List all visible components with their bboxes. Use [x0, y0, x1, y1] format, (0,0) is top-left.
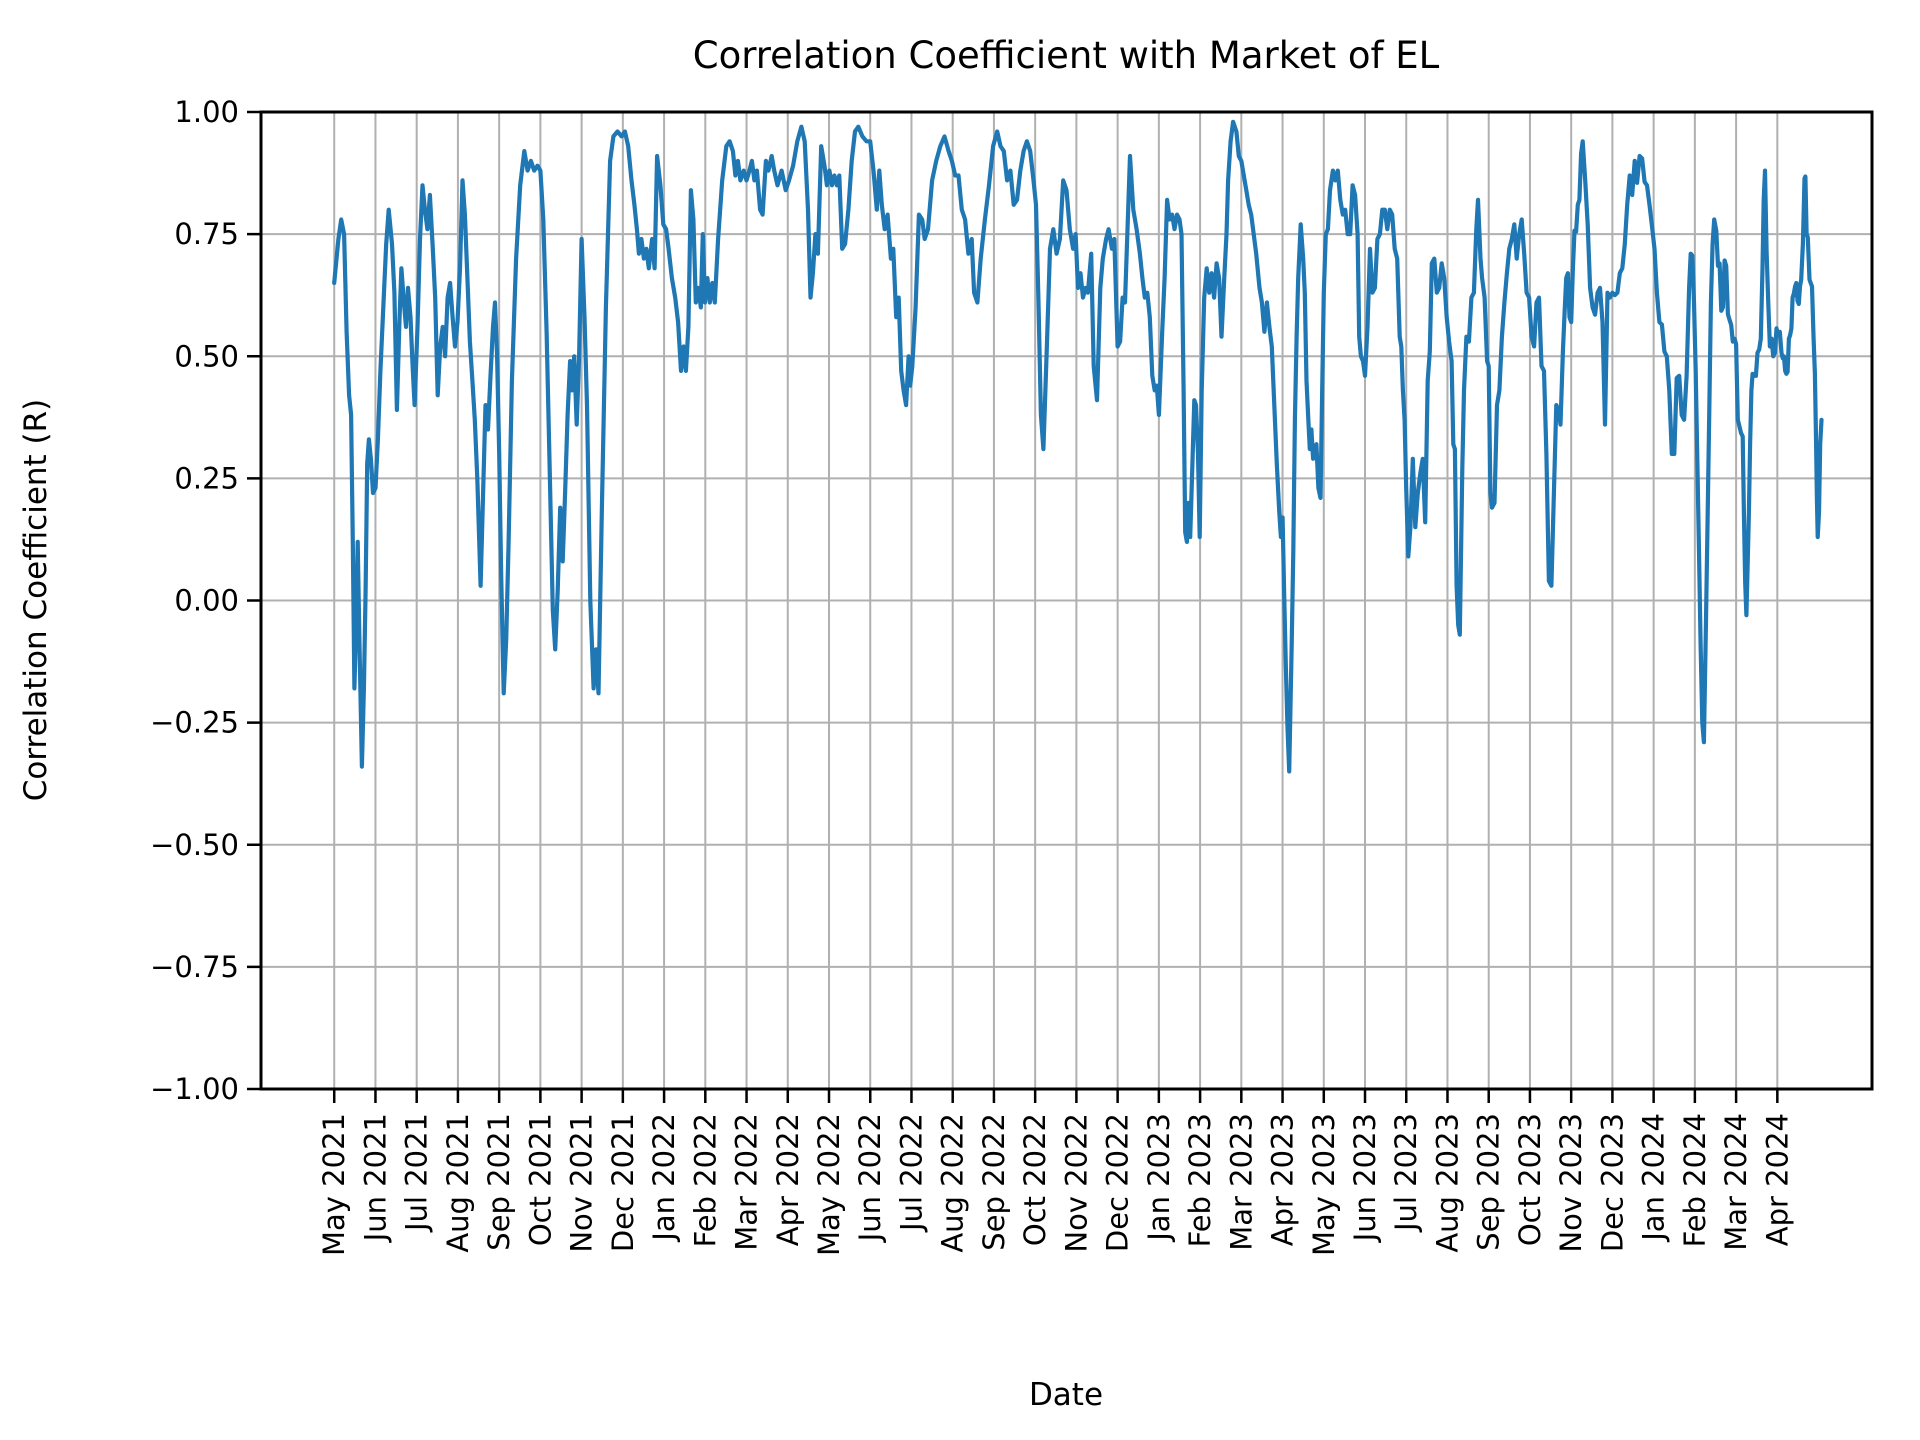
x-tick-label: May 2022 [812, 1113, 846, 1256]
x-tick-label: Jun 2023 [1348, 1113, 1382, 1243]
x-tick-label: Oct 2022 [1018, 1113, 1052, 1246]
y-tick-label: −1.00 [150, 1072, 239, 1106]
correlation-line [332, 119, 1824, 774]
y-tick-label: 0.50 [174, 339, 239, 373]
x-tick-label: Jun 2021 [358, 1113, 392, 1243]
x-tick-label: Jan 2024 [1637, 1113, 1671, 1243]
x-tick-label: Aug 2023 [1430, 1113, 1464, 1253]
x-tick-label: Apr 2023 [1266, 1113, 1300, 1246]
x-axis-label: Date [1029, 1377, 1103, 1413]
x-tick-label: Feb 2024 [1678, 1113, 1712, 1247]
y-tick-label: 0.75 [174, 217, 239, 251]
x-tick-label: Sep 2023 [1472, 1113, 1506, 1251]
x-tick-label: Oct 2021 [523, 1113, 557, 1246]
x-tick-label: Nov 2021 [565, 1113, 599, 1253]
x-tick-label: Feb 2022 [688, 1113, 722, 1247]
y-tick-label: 0.25 [174, 461, 239, 495]
x-tick-label: Apr 2022 [771, 1113, 805, 1246]
chart-title: Correlation Coefficient with Market of E… [693, 34, 1440, 77]
y-tick-label: 0.00 [174, 584, 239, 618]
x-tick-label: Nov 2022 [1059, 1113, 1093, 1253]
x-tick-label: Dec 2021 [606, 1113, 640, 1252]
x-tick-label: Feb 2023 [1183, 1113, 1217, 1247]
x-tick-label: Jul 2023 [1389, 1113, 1423, 1233]
x-tick-label: Dec 2022 [1101, 1113, 1135, 1252]
x-tick-label: Sep 2022 [977, 1113, 1011, 1251]
x-tick-label: Aug 2021 [441, 1113, 475, 1253]
x-tick-label: Aug 2022 [936, 1113, 970, 1253]
x-tick-label: Jul 2021 [400, 1113, 434, 1233]
y-tick-label: −0.50 [150, 828, 239, 862]
x-tick-label: Sep 2021 [482, 1113, 516, 1251]
x-tick-label: Jun 2022 [853, 1113, 887, 1243]
x-tick-label: Mar 2023 [1224, 1113, 1258, 1251]
x-tick-label: May 2021 [317, 1113, 351, 1256]
x-tick-label: Oct 2023 [1513, 1113, 1547, 1246]
x-tick-label: Jan 2022 [647, 1113, 681, 1243]
y-tick-label: −0.25 [150, 706, 239, 740]
series-layer [332, 119, 1824, 774]
x-tick-label: May 2023 [1307, 1113, 1341, 1256]
x-tick-label: Dec 2023 [1595, 1113, 1629, 1252]
y-tick-label: 1.00 [174, 95, 239, 129]
y-tick-label: −0.75 [150, 950, 239, 984]
x-tick-label: Jan 2023 [1142, 1113, 1176, 1243]
x-tick-label: Apr 2024 [1760, 1113, 1794, 1246]
axis-ticks [247, 110, 1779, 1103]
axis-tick-labels: May 2021 Jun 2021 Jul 2021 Aug 2021 Sep 2021… [150, 95, 1794, 1256]
x-tick-label: Mar 2024 [1719, 1113, 1753, 1251]
x-tick-label: Jul 2022 [894, 1113, 928, 1233]
x-tick-label: Mar 2022 [730, 1113, 764, 1251]
y-axis-label: Correlation Coefficient (R) [18, 399, 54, 802]
x-tick-label: Nov 2023 [1554, 1113, 1588, 1253]
